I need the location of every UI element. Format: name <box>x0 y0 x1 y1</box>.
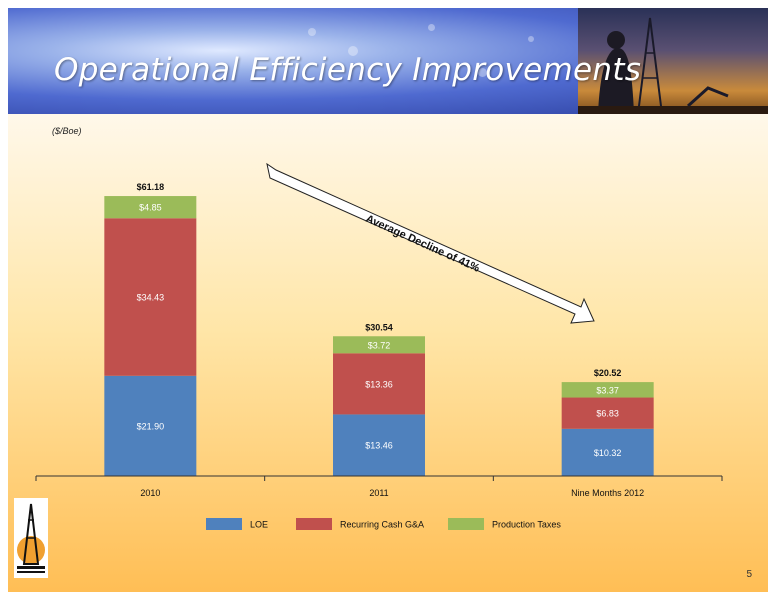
bar-segment <box>104 196 197 219</box>
legend-swatch <box>206 518 242 530</box>
decor-dot <box>528 36 534 42</box>
bar-value-label: $21.90 <box>137 421 165 431</box>
bar-segment <box>333 414 425 476</box>
slide-body: ($/Boe) Average Decline of 41% $21.90 $34… <box>8 114 768 592</box>
decor-dot <box>428 24 435 31</box>
bar-segment <box>104 218 197 376</box>
y-axis-unit-label: ($/Boe) <box>52 126 82 136</box>
bar-segment <box>561 382 654 398</box>
legend-swatch <box>448 518 484 530</box>
bar-value-label: $10.32 <box>594 448 622 458</box>
stacked-bar-chart: ($/Boe) Average Decline of 41% $21.90 $34… <box>35 126 723 530</box>
company-logo <box>14 498 48 578</box>
legend: LOE Recurring Cash G&A Production Taxes <box>206 518 561 530</box>
arrow-shape <box>266 162 595 324</box>
bar-value-label: $3.37 <box>596 385 619 395</box>
decor-dot <box>478 68 487 77</box>
bar-value-label: $13.36 <box>365 379 393 389</box>
bar-value-label: $13.46 <box>365 441 393 451</box>
bar-value-label: $3.72 <box>368 340 391 350</box>
arrow-text: Average Decline of 41% <box>364 213 482 275</box>
legend-label: Production Taxes <box>492 520 561 530</box>
legend-label: LOE <box>250 520 268 530</box>
page-number: 5 <box>746 569 752 580</box>
bar-segment <box>333 336 425 354</box>
bar-total-label: $30.54 <box>365 322 393 332</box>
legend-label: Recurring Cash G&A <box>340 520 424 530</box>
decline-arrow: Average Decline of 41% <box>266 162 595 324</box>
bar-total-label: $61.18 <box>137 182 165 192</box>
bar-segment <box>104 375 197 476</box>
bar-value-label: $4.85 <box>139 203 162 213</box>
title-banner: Operational Efficiency Improvements <box>8 8 768 114</box>
bar-segment <box>561 397 654 429</box>
oilfield-photo <box>578 8 768 114</box>
x-tick-label: 2010 <box>140 488 160 498</box>
bar-segment <box>333 353 425 415</box>
x-tick-label: 2011 <box>369 488 388 498</box>
slide-title: Operational Efficiency Improvements <box>54 52 642 88</box>
legend-swatch <box>296 518 332 530</box>
decor-dot <box>308 28 316 36</box>
x-axis: 2010 2011 Nine Months 2012 <box>35 475 723 498</box>
bar-value-label: $34.43 <box>137 293 165 303</box>
decor-dot <box>348 46 358 56</box>
bar-value-label: $6.83 <box>596 409 619 419</box>
bar-segment <box>561 428 654 476</box>
bars-group: $21.90 $34.43 $4.85 $61.18 $13.46 $13.36 $3.72… <box>104 182 654 476</box>
x-tick-label: Nine Months 2012 <box>571 488 644 498</box>
oilfield-silhouette <box>578 17 768 114</box>
bar-total-label: $20.52 <box>594 368 622 378</box>
